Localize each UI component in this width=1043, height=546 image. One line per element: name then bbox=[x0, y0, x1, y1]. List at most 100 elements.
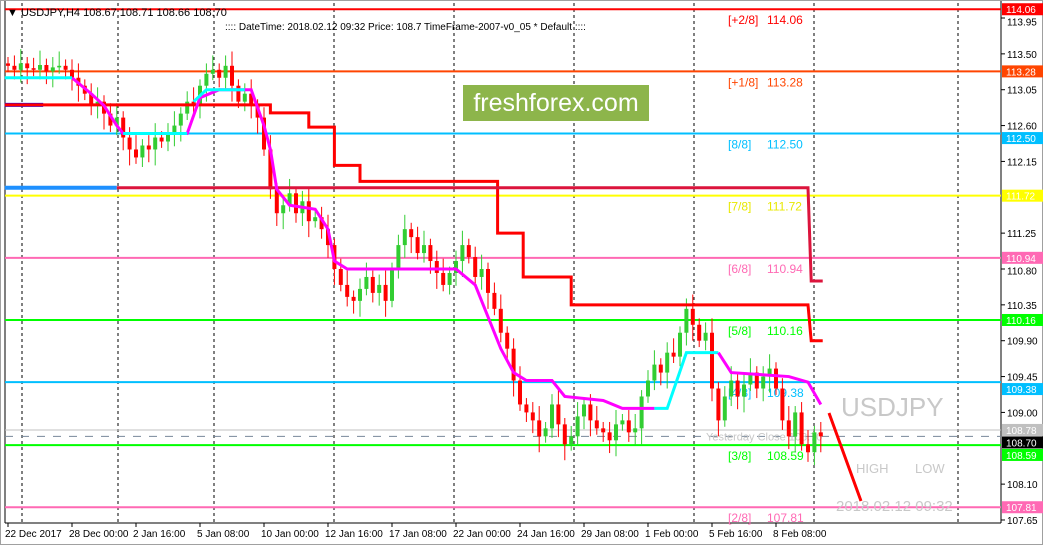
murrey-level-label: [8/8] bbox=[728, 138, 751, 152]
x-tick-label: 28 Dec 00:00 bbox=[69, 529, 129, 540]
candle bbox=[684, 308, 689, 333]
yesterday-close-label: Yesterday Close 108.70 bbox=[706, 431, 822, 443]
murrey-level-value: 110.16 bbox=[767, 324, 803, 338]
candle bbox=[748, 372, 753, 385]
candle bbox=[217, 69, 222, 78]
candle bbox=[729, 380, 734, 397]
price-label: 114.06 bbox=[1006, 5, 1036, 16]
candle bbox=[524, 404, 529, 413]
price-label-bg bbox=[1002, 383, 1043, 396]
candle bbox=[249, 93, 254, 106]
candle bbox=[223, 65, 228, 78]
price-label-bg bbox=[1002, 3, 1043, 16]
cyan-indicator bbox=[192, 88, 245, 103]
candle bbox=[492, 292, 497, 309]
price-label: 108.70 bbox=[1006, 438, 1037, 449]
candle bbox=[774, 368, 778, 389]
candle bbox=[722, 396, 727, 421]
candle bbox=[230, 65, 234, 86]
symbol-ohlc: USDJPY,H4 108.67 108.71 108.66 108.70 bbox=[20, 7, 227, 19]
candle bbox=[607, 432, 612, 441]
candle bbox=[588, 404, 593, 421]
candle bbox=[114, 117, 119, 126]
candle bbox=[575, 416, 580, 437]
candle bbox=[562, 424, 567, 445]
cyan-indicator bbox=[654, 351, 719, 410]
murrey-level-value: 108.59 bbox=[767, 449, 804, 463]
candle bbox=[550, 404, 554, 429]
indicator-info: :::: DateTime: 2018.02.12 09:32 Price: 1… bbox=[225, 22, 586, 33]
candle bbox=[134, 149, 138, 158]
y-tick-label: 107.65 bbox=[1007, 516, 1038, 527]
candle bbox=[466, 245, 471, 258]
candle bbox=[690, 308, 695, 325]
x-tick-label: 22 Dec 2017 bbox=[5, 529, 62, 540]
y-tick-label: 113.05 bbox=[1007, 86, 1037, 97]
price-label: 108.59 bbox=[1006, 451, 1037, 462]
murrey-level-label: [+1/8] bbox=[728, 75, 758, 89]
price-label-bg bbox=[1002, 313, 1043, 326]
candle bbox=[479, 268, 484, 277]
candle bbox=[447, 272, 452, 285]
price-label: 107.81 bbox=[1006, 503, 1037, 514]
candle bbox=[473, 257, 478, 277]
candle bbox=[172, 125, 177, 134]
candle bbox=[620, 420, 625, 425]
candle bbox=[742, 384, 746, 397]
candle bbox=[428, 245, 433, 262]
candle bbox=[326, 229, 330, 246]
candle bbox=[121, 117, 126, 138]
candle bbox=[658, 364, 663, 373]
candle bbox=[594, 420, 599, 429]
candle bbox=[633, 428, 638, 433]
candle bbox=[63, 65, 68, 70]
murrey-level-label: [3/8] bbox=[728, 449, 751, 463]
candle bbox=[351, 296, 356, 301]
candle bbox=[6, 63, 10, 66]
datetime-watermark: 2018.02.12 09:32 bbox=[836, 498, 953, 515]
candle bbox=[646, 380, 650, 397]
candle bbox=[31, 68, 36, 70]
candle bbox=[678, 332, 682, 357]
candle bbox=[108, 113, 113, 126]
candle bbox=[210, 69, 215, 74]
collapse-triangle-icon[interactable]: ▼ bbox=[7, 7, 18, 19]
murrey-level-label: [7/8] bbox=[728, 200, 751, 214]
candle bbox=[166, 133, 170, 142]
y-tick-label: 111.25 bbox=[1007, 229, 1037, 240]
crimson-step-indicator bbox=[116, 186, 823, 283]
murrey-level-label: [+2/8] bbox=[728, 13, 758, 27]
murrey-level-value: 110.94 bbox=[767, 262, 803, 276]
candle bbox=[441, 272, 446, 285]
candle bbox=[486, 268, 490, 293]
candle bbox=[281, 205, 286, 214]
x-tick-label: 8 Feb 08:00 bbox=[773, 529, 827, 540]
candle bbox=[716, 388, 721, 421]
candle bbox=[543, 428, 548, 437]
candle bbox=[460, 245, 465, 262]
price-label-bg bbox=[1002, 501, 1043, 514]
magenta-indicator bbox=[71, 76, 655, 410]
candle bbox=[89, 93, 94, 106]
red-step-indicator bbox=[4, 103, 823, 343]
candle bbox=[140, 145, 145, 158]
candle bbox=[313, 217, 318, 222]
x-tick-label: 24 Jan 16:00 bbox=[517, 529, 575, 540]
price-label-bg bbox=[1002, 189, 1043, 202]
y-tick-label: 109.90 bbox=[1007, 337, 1038, 348]
candle bbox=[793, 412, 798, 437]
candle bbox=[70, 69, 74, 78]
candle bbox=[454, 261, 458, 273]
candle bbox=[799, 412, 804, 445]
candle bbox=[530, 412, 535, 421]
candle bbox=[12, 65, 17, 70]
price-label-bg bbox=[1002, 423, 1043, 436]
candle bbox=[159, 137, 164, 142]
price-label: 111.72 bbox=[1006, 192, 1036, 203]
candle bbox=[396, 245, 401, 269]
candle bbox=[57, 65, 62, 68]
candle bbox=[146, 145, 151, 150]
candle bbox=[671, 352, 676, 357]
